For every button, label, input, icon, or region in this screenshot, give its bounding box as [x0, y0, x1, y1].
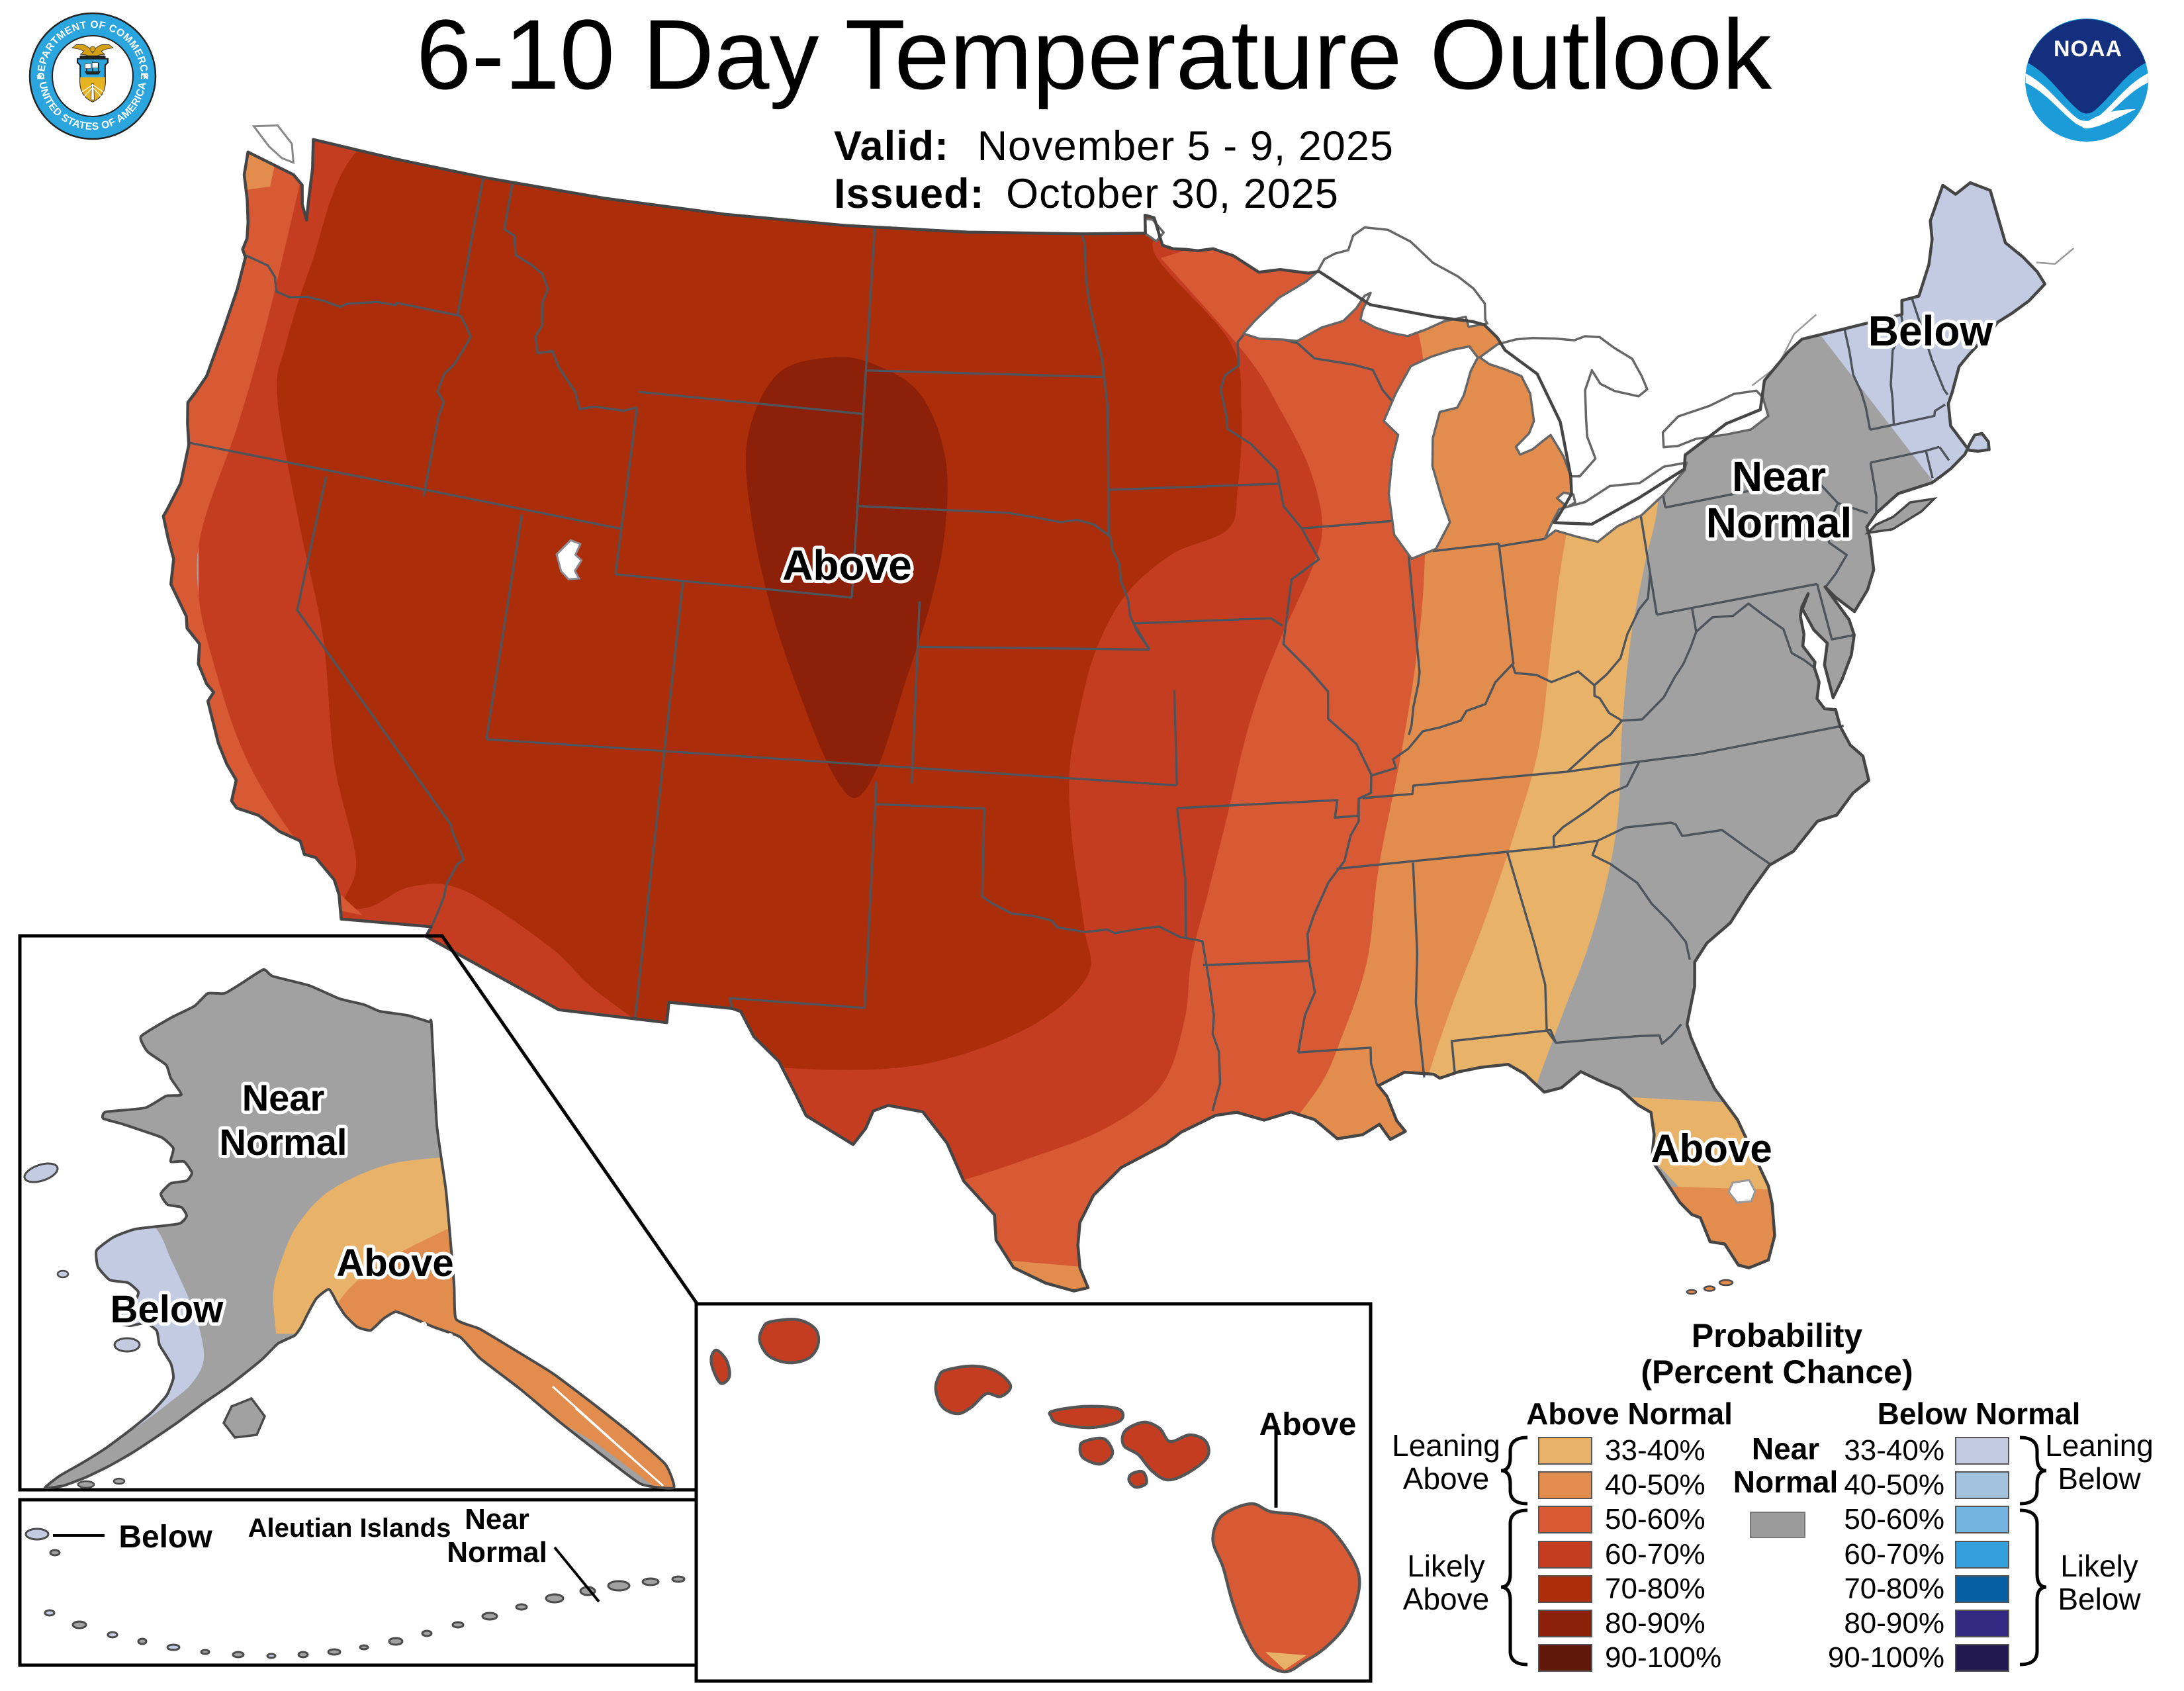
svg-text:90-100%: 90-100% — [1828, 1641, 1944, 1674]
svg-text:(Percent Chance): (Percent Chance) — [1641, 1353, 1913, 1391]
svg-text:Leaning: Leaning — [1392, 1428, 1500, 1463]
svg-text:60-70%: 60-70% — [1844, 1538, 1944, 1571]
svg-text:Near: Near — [465, 1503, 529, 1535]
svg-text:Probability: Probability — [1692, 1317, 1863, 1354]
svg-text:40-50%: 40-50% — [1844, 1469, 1944, 1501]
svg-text:Below: Below — [2058, 1582, 2141, 1616]
svg-text:Below: Below — [111, 1288, 224, 1331]
svg-text:NOAA: NOAA — [2054, 36, 2122, 62]
svg-text:Above: Above — [336, 1242, 453, 1285]
svg-text:Near: Near — [1752, 1432, 1819, 1466]
svg-text:Above: Above — [1651, 1126, 1772, 1171]
svg-text:50-60%: 50-60% — [1844, 1503, 1944, 1535]
svg-text:50-60%: 50-60% — [1605, 1503, 1706, 1535]
svg-text:Likely: Likely — [2060, 1549, 2138, 1583]
svg-text:80-90%: 80-90% — [1605, 1607, 1706, 1639]
svg-text:Above: Above — [1403, 1461, 1489, 1496]
svg-text:Below: Below — [1868, 307, 1993, 355]
svg-text:Near: Near — [1732, 453, 1826, 500]
svg-text:Below Normal: Below Normal — [1878, 1396, 2081, 1431]
svg-text:Leaning: Leaning — [2045, 1428, 2154, 1463]
svg-text:Above: Above — [1403, 1582, 1489, 1616]
svg-text:Issued: October 30, 2025: Issued: October 30, 2025 — [834, 171, 1339, 217]
svg-text:Normal: Normal — [1706, 499, 1852, 547]
svg-text:Above Normal: Above Normal — [1526, 1396, 1733, 1431]
svg-text:Below: Below — [2058, 1461, 2141, 1496]
svg-text:★: ★ — [142, 71, 150, 81]
svg-text:70-80%: 70-80% — [1605, 1573, 1706, 1605]
svg-text:6-10 Day Temperature Outlook: 6-10 Day Temperature Outlook — [416, 0, 1772, 110]
svg-text:Below: Below — [118, 1520, 212, 1555]
svg-text:Above: Above — [1259, 1407, 1357, 1442]
svg-text:70-80%: 70-80% — [1844, 1573, 1944, 1605]
svg-text:Normal: Normal — [447, 1536, 547, 1569]
svg-text:Normal: Normal — [220, 1121, 347, 1163]
svg-text:★: ★ — [36, 71, 44, 81]
svg-text:33-40%: 33-40% — [1605, 1434, 1706, 1467]
svg-text:Near: Near — [242, 1077, 325, 1119]
svg-text:90-100%: 90-100% — [1605, 1641, 1721, 1674]
svg-text:Aleutian Islands: Aleutian Islands — [248, 1514, 451, 1543]
svg-text:33-40%: 33-40% — [1844, 1434, 1944, 1467]
svg-text:60-70%: 60-70% — [1605, 1538, 1706, 1571]
svg-text:80-90%: 80-90% — [1844, 1607, 1944, 1639]
svg-text:Likely: Likely — [1407, 1549, 1485, 1583]
svg-text:Above: Above — [782, 541, 912, 589]
svg-text:40-50%: 40-50% — [1605, 1469, 1706, 1501]
svg-text:Normal: Normal — [1733, 1465, 1838, 1499]
svg-text:Valid: November 5 - 9, 2025: Valid: November 5 - 9, 2025 — [834, 123, 1394, 169]
